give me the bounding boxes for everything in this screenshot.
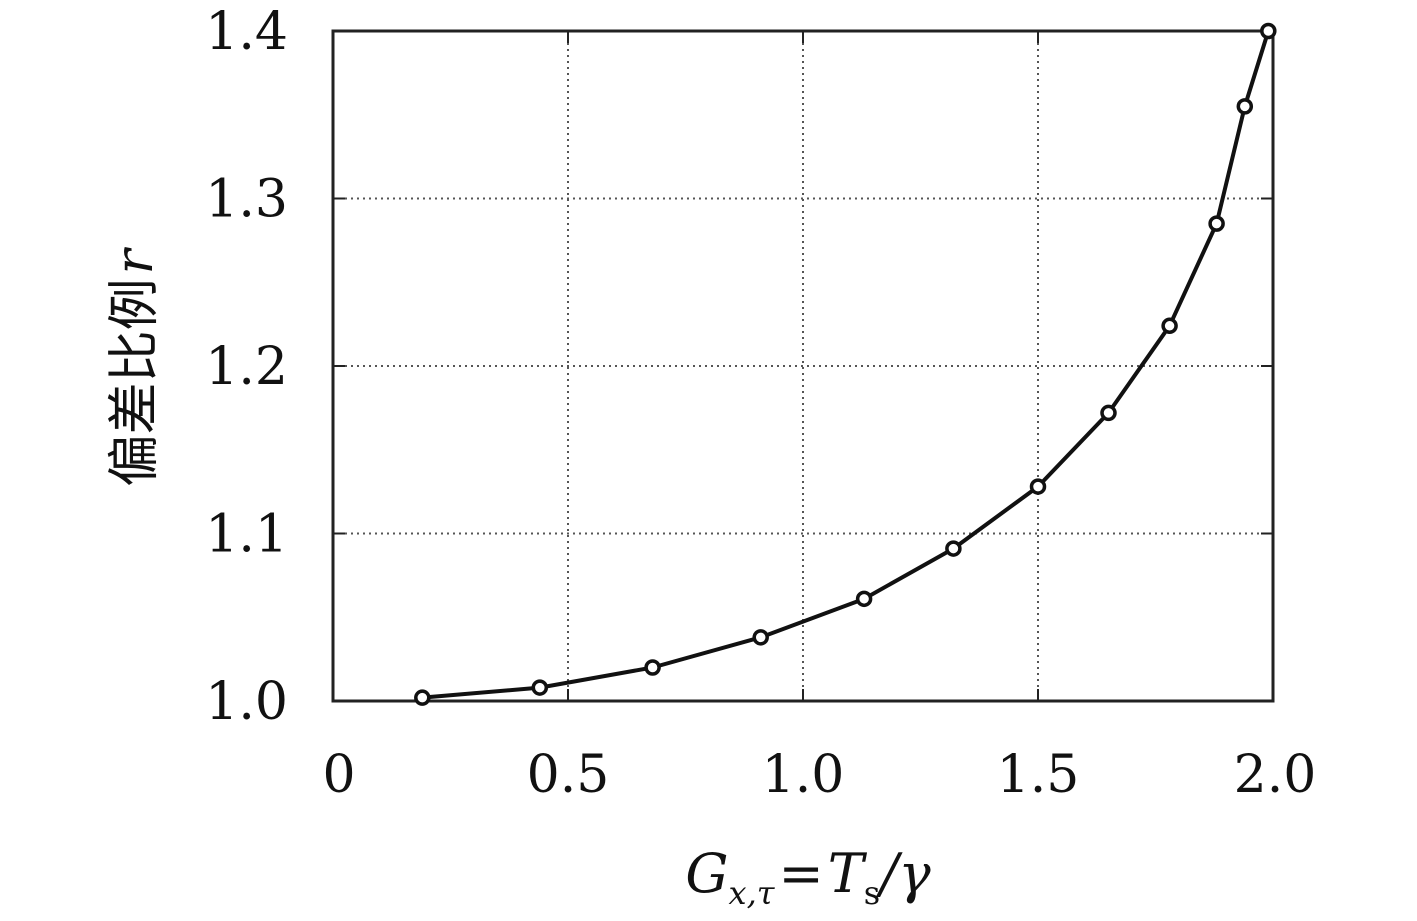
tick-marks [333, 31, 1273, 701]
data-point [1161, 317, 1178, 335]
series-layer [414, 22, 1277, 706]
y-tick-label: 1.2 [205, 337, 288, 397]
y-tick-labels: 1.0 1.1 1.2 1.3 1.4 [205, 2, 288, 732]
x-tick-labels: 0 0.5 1.0 1.5 2.0 [322, 745, 1316, 805]
data-point [1100, 404, 1117, 422]
y-tick-label: 1.0 [205, 672, 288, 732]
data-point [1208, 215, 1225, 232]
y-axis-label-symbol: r [105, 246, 165, 274]
data-point [1029, 478, 1047, 495]
data-point [1260, 22, 1277, 40]
data-point [855, 590, 873, 608]
data-point [752, 629, 769, 646]
data-point [414, 689, 431, 706]
x-tick-label: 0.5 [527, 745, 610, 805]
data-point [531, 679, 549, 696]
x-tick-label: 0 [322, 745, 355, 805]
x-axis-label-rest: /γ [875, 842, 931, 905]
data-point [1236, 98, 1254, 115]
x-tick-label: 1.5 [997, 745, 1080, 805]
data-point [945, 540, 962, 557]
x-tick-label: 1.0 [762, 745, 845, 805]
x-axis-label-t: T [828, 842, 868, 905]
x-axis-label-t-sub: s [864, 874, 880, 912]
y-tick-label: 1.1 [205, 505, 288, 565]
y-axis-label: 偏差比例 r [105, 246, 165, 486]
x-axis-label: Gx,τ=Ts/γ [685, 842, 931, 912]
y-tick-label: 1.3 [205, 170, 288, 230]
series-line [422, 30, 1271, 700]
x-axis-label-equals: = [778, 842, 823, 905]
x-axis-label-main: G [685, 842, 728, 905]
x-axis-label-sub: x,τ [729, 874, 776, 912]
data-point [644, 659, 661, 676]
y-tick-label: 1.4 [205, 2, 288, 62]
grid-lines [333, 31, 1273, 701]
y-axis-label-chinese: 偏差比例 [105, 278, 165, 486]
x-tick-label: 2.0 [1234, 745, 1317, 805]
